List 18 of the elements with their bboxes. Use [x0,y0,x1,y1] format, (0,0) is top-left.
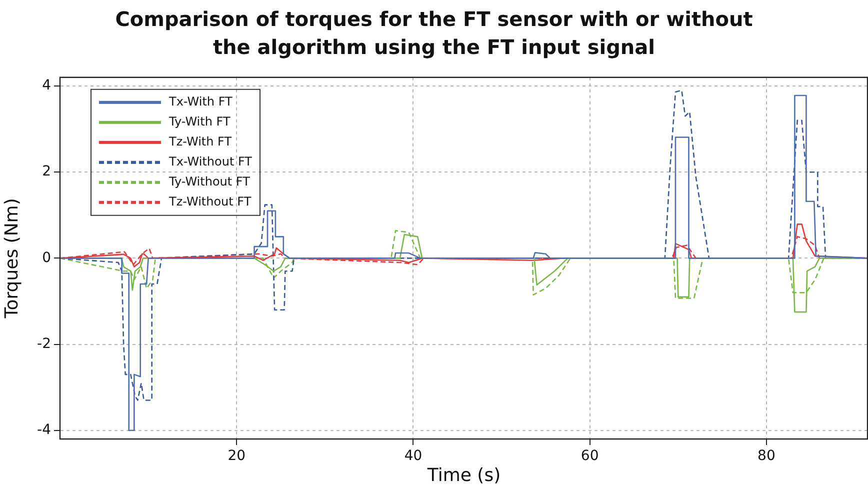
x-axis-title: Time (s) [426,464,501,486]
x-tick-label: 60 [580,448,599,464]
y-tick-label: -2 [37,336,51,352]
legend-label: Tz-With FT [168,134,232,149]
x-tick-label: 80 [758,448,776,464]
legend-label: Tx-Without FT [168,154,253,169]
x-tick-label: 20 [228,448,246,464]
y-tick-label: 4 [42,78,52,94]
legend-label: Ty-Without FT [168,174,251,189]
y-axis-title: Torques (Nm) [1,198,22,320]
y-tick-label: -4 [37,422,52,438]
legend-label: Tx-With FT [168,94,234,109]
y-tick-label: 2 [42,164,51,180]
legend-label: Ty-With FT [168,114,231,129]
legend-label: Tz-Without FT [168,194,252,209]
chart-title: Comparison of torques for the FT sensor with or without the algorithm using the FT input signal [114,6,754,61]
y-tick-label: 0 [42,250,51,266]
x-tick-label: 40 [404,448,422,464]
